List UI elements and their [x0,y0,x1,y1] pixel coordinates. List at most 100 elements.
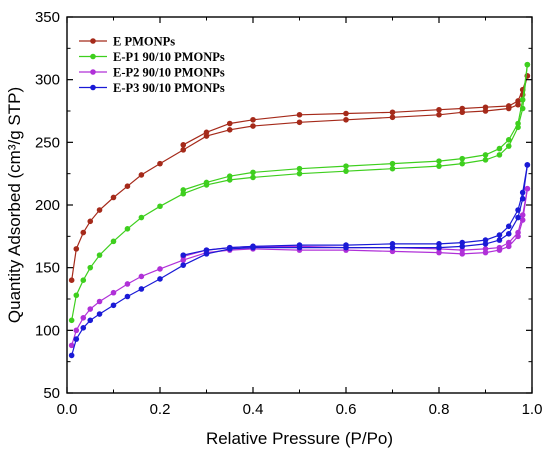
legend-swatch-marker [90,69,96,75]
data-point [482,246,489,252]
data-point [157,160,163,167]
data-point [436,163,442,169]
data-point [482,104,489,111]
data-point [519,212,526,218]
data-point [515,120,521,127]
legend-item: E-P1 90/10 PMONPs [79,50,225,64]
x-tick-label: 1.0 [522,401,543,418]
data-point [482,237,489,243]
data-point [296,165,303,172]
data-point [505,231,512,237]
data-point [496,152,503,158]
series-line-desorption [183,75,528,146]
data-point [515,229,521,236]
y-tick-label: 100 [35,322,60,339]
y-tick-label: 50 [43,385,60,402]
series-line-adsorption [71,188,528,346]
data-point [436,111,442,118]
data-point [459,239,466,246]
data-point [124,281,131,287]
y-tick-label: 350 [35,9,60,26]
x-tick-label: 0.2 [150,401,171,418]
plot-area [68,61,531,359]
data-point [87,264,94,271]
data-point [389,160,396,167]
y-tick-label: 200 [35,197,60,214]
data-point [68,342,75,349]
data-point [389,241,396,247]
series-line-desorption [183,188,528,257]
data-point [515,214,521,221]
x-tick-label: 0.6 [336,401,357,418]
axis-ticks [66,16,533,394]
data-point [343,116,349,123]
data-point [96,298,103,305]
data-point [524,162,531,168]
data-point [157,266,163,272]
data-point [505,103,512,109]
data-point [124,293,131,300]
legend-item: E-P2 90/10 PMONPs [79,66,225,80]
data-point [519,96,526,103]
data-point [68,317,75,324]
data-point [436,158,442,164]
legend-label: E-P2 90/10 PMONPs [113,66,225,80]
data-point [505,239,512,246]
data-point [482,157,489,163]
data-point [73,246,80,252]
data-point [68,277,75,284]
data-point [226,173,233,179]
data-point [96,207,103,213]
data-point [68,352,75,359]
y-tick-label: 250 [35,134,60,151]
series-line-adsorption [71,164,528,356]
data-point [515,207,521,213]
data-point [505,137,512,143]
data-point [496,237,503,243]
data-point [226,127,233,133]
data-point [157,203,163,210]
data-point [226,120,233,127]
data-point [389,165,396,172]
data-point [73,292,80,299]
data-point [203,179,210,186]
data-point [87,306,94,312]
data-point [96,311,103,317]
data-point [505,143,512,149]
x-tick-label: 0.8 [429,401,450,418]
data-point [157,276,163,282]
data-point [124,183,131,189]
legend-swatch-marker [90,38,96,44]
data-point [436,106,442,113]
data-point [296,242,303,248]
data-point [515,98,521,104]
x-tick-label: 0.4 [243,401,264,418]
data-point [203,129,210,136]
data-point [80,277,87,284]
data-point [138,172,145,178]
legend-item: E-P3 90/10 PMONPs [79,81,225,95]
data-point [496,145,503,152]
data-point [459,160,466,167]
axis-tick-labels: 0.0 0.2 0.4 0.6 0.8 1.0 50 100 150 200 250 300 350 [35,9,542,418]
data-point [80,229,87,236]
data-point [73,327,80,334]
series-4 [68,162,531,359]
series-line-desorption [183,164,528,256]
data-point [226,244,233,251]
data-point [343,242,349,248]
legend-label: E-P1 90/10 PMONPs [113,50,225,64]
x-tick-label: 0.0 [57,401,78,418]
data-point [110,302,117,309]
data-point [250,123,256,129]
series-2 [68,61,531,324]
y-axis-title: Quantity Adsorbed (cm³/g STP) [5,87,24,323]
data-point [436,241,442,247]
data-point [87,317,94,324]
data-point [459,155,466,162]
data-point [124,226,131,232]
data-point [87,218,94,225]
data-point [180,262,187,268]
data-point [203,247,210,253]
